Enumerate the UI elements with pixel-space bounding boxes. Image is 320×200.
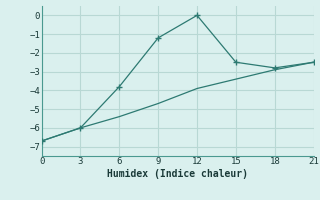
X-axis label: Humidex (Indice chaleur): Humidex (Indice chaleur) [107,169,248,179]
